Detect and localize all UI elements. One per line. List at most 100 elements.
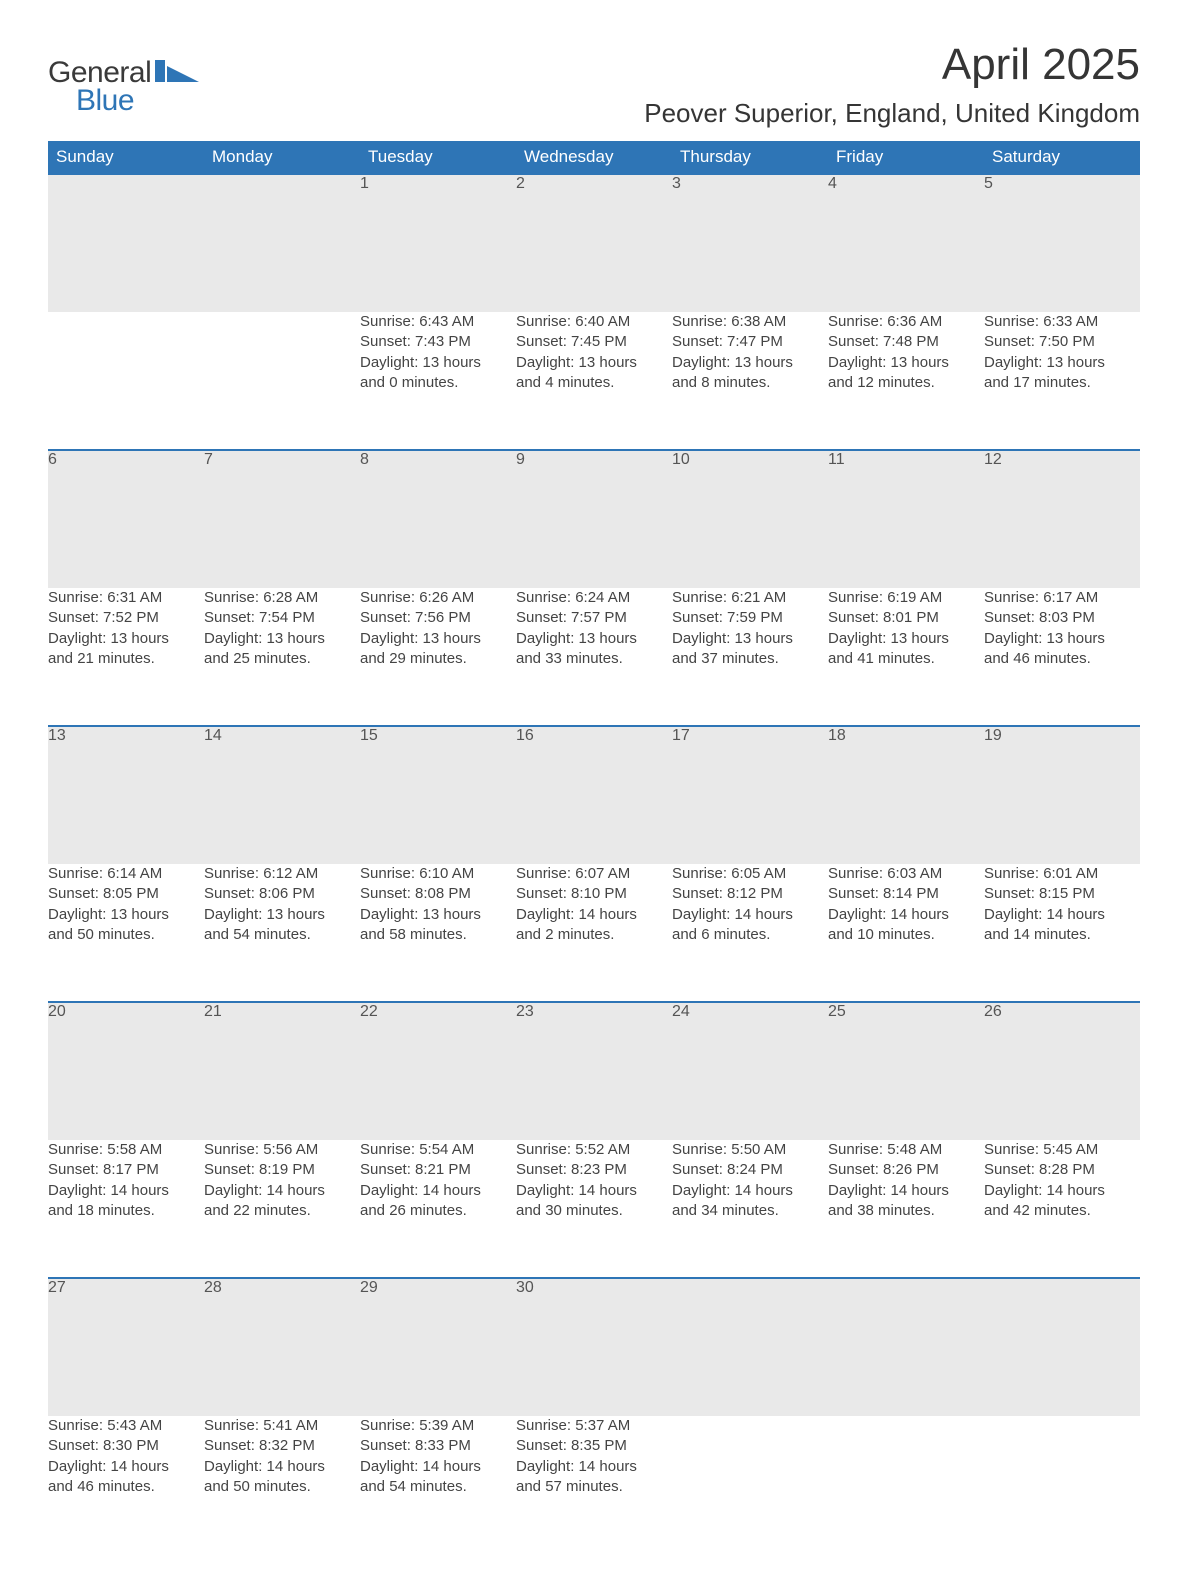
day-data-cell: Sunrise: 6:12 AMSunset: 8:06 PMDaylight:…	[204, 864, 360, 1002]
week-data-row: Sunrise: 6:14 AMSunset: 8:05 PMDaylight:…	[48, 864, 1140, 1002]
day-data-cell: Sunrise: 6:33 AMSunset: 7:50 PMDaylight:…	[984, 312, 1140, 450]
weekday-header: Wednesday	[516, 141, 672, 174]
day-number-cell: 16	[516, 726, 672, 864]
sunrise-text: Sunrise: 6:10 AM	[360, 864, 516, 884]
sunset-text: Sunset: 7:59 PM	[672, 608, 828, 628]
day-data-cell: Sunrise: 5:43 AMSunset: 8:30 PMDaylight:…	[48, 1416, 204, 1554]
sunset-text: Sunset: 8:01 PM	[828, 608, 984, 628]
day-data-cell: Sunrise: 6:38 AMSunset: 7:47 PMDaylight:…	[672, 312, 828, 450]
daylight-text-2: and 50 minutes.	[48, 925, 204, 945]
week-daynum-row: 12345	[48, 174, 1140, 312]
daylight-text-1: Daylight: 14 hours	[984, 1181, 1140, 1201]
week-daynum-row: 13141516171819	[48, 726, 1140, 864]
day-number-cell: 9	[516, 450, 672, 588]
day-data-cell: Sunrise: 5:58 AMSunset: 8:17 PMDaylight:…	[48, 1140, 204, 1278]
sunset-text: Sunset: 8:10 PM	[516, 884, 672, 904]
daylight-text-1: Daylight: 13 hours	[672, 629, 828, 649]
daylight-text-1: Daylight: 13 hours	[516, 353, 672, 373]
day-number-cell	[204, 174, 360, 312]
sunrise-text: Sunrise: 6:43 AM	[360, 312, 516, 332]
sunset-text: Sunset: 7:54 PM	[204, 608, 360, 628]
sunset-text: Sunset: 8:06 PM	[204, 884, 360, 904]
sunrise-text: Sunrise: 5:52 AM	[516, 1140, 672, 1160]
weekday-header: Friday	[828, 141, 984, 174]
day-data-cell: Sunrise: 6:26 AMSunset: 7:56 PMDaylight:…	[360, 588, 516, 726]
sunset-text: Sunset: 7:48 PM	[828, 332, 984, 352]
day-data-cell: Sunrise: 5:45 AMSunset: 8:28 PMDaylight:…	[984, 1140, 1140, 1278]
daylight-text-2: and 50 minutes.	[204, 1477, 360, 1497]
day-number-cell: 18	[828, 726, 984, 864]
daylight-text-2: and 18 minutes.	[48, 1201, 204, 1221]
sunrise-text: Sunrise: 5:50 AM	[672, 1140, 828, 1160]
sunrise-text: Sunrise: 6:17 AM	[984, 588, 1140, 608]
day-number-cell: 12	[984, 450, 1140, 588]
sunrise-text: Sunrise: 6:19 AM	[828, 588, 984, 608]
day-data-cell: Sunrise: 5:48 AMSunset: 8:26 PMDaylight:…	[828, 1140, 984, 1278]
weekday-header: Monday	[204, 141, 360, 174]
day-data-cell: Sunrise: 6:10 AMSunset: 8:08 PMDaylight:…	[360, 864, 516, 1002]
daylight-text-2: and 17 minutes.	[984, 373, 1140, 393]
sunset-text: Sunset: 8:28 PM	[984, 1160, 1140, 1180]
day-number-cell: 30	[516, 1278, 672, 1416]
sunrise-text: Sunrise: 6:24 AM	[516, 588, 672, 608]
daylight-text-1: Daylight: 13 hours	[672, 353, 828, 373]
daylight-text-2: and 10 minutes.	[828, 925, 984, 945]
daylight-text-2: and 4 minutes.	[516, 373, 672, 393]
sunrise-text: Sunrise: 5:37 AM	[516, 1416, 672, 1436]
week-data-row: Sunrise: 5:43 AMSunset: 8:30 PMDaylight:…	[48, 1416, 1140, 1554]
calendar-table: SundayMondayTuesdayWednesdayThursdayFrid…	[48, 141, 1140, 1554]
daylight-text-1: Daylight: 14 hours	[672, 1181, 828, 1201]
header: General Blue April 2025 Peover Superior,…	[48, 40, 1140, 129]
day-number-cell: 15	[360, 726, 516, 864]
sunrise-text: Sunrise: 5:58 AM	[48, 1140, 204, 1160]
daylight-text-2: and 6 minutes.	[672, 925, 828, 945]
daylight-text-1: Daylight: 13 hours	[48, 629, 204, 649]
sunrise-text: Sunrise: 5:45 AM	[984, 1140, 1140, 1160]
sunset-text: Sunset: 7:56 PM	[360, 608, 516, 628]
day-number-cell: 25	[828, 1002, 984, 1140]
daylight-text-2: and 14 minutes.	[984, 925, 1140, 945]
week-data-row: Sunrise: 6:43 AMSunset: 7:43 PMDaylight:…	[48, 312, 1140, 450]
daylight-text-2: and 33 minutes.	[516, 649, 672, 669]
sunrise-text: Sunrise: 6:38 AM	[672, 312, 828, 332]
day-data-cell: Sunrise: 5:41 AMSunset: 8:32 PMDaylight:…	[204, 1416, 360, 1554]
day-data-cell: Sunrise: 6:31 AMSunset: 7:52 PMDaylight:…	[48, 588, 204, 726]
day-number-cell: 29	[360, 1278, 516, 1416]
sunrise-text: Sunrise: 6:14 AM	[48, 864, 204, 884]
sunset-text: Sunset: 7:57 PM	[516, 608, 672, 628]
daylight-text-1: Daylight: 13 hours	[204, 905, 360, 925]
daylight-text-2: and 21 minutes.	[48, 649, 204, 669]
day-number-cell: 28	[204, 1278, 360, 1416]
sunrise-text: Sunrise: 6:21 AM	[672, 588, 828, 608]
daylight-text-2: and 58 minutes.	[360, 925, 516, 945]
day-data-cell: Sunrise: 6:17 AMSunset: 8:03 PMDaylight:…	[984, 588, 1140, 726]
day-number-cell: 21	[204, 1002, 360, 1140]
daylight-text-2: and 22 minutes.	[204, 1201, 360, 1221]
day-number-cell	[828, 1278, 984, 1416]
daylight-text-2: and 46 minutes.	[48, 1477, 204, 1497]
daylight-text-1: Daylight: 14 hours	[360, 1457, 516, 1477]
day-data-cell	[48, 312, 204, 450]
sunrise-text: Sunrise: 6:07 AM	[516, 864, 672, 884]
sunrise-text: Sunrise: 5:39 AM	[360, 1416, 516, 1436]
daylight-text-1: Daylight: 14 hours	[204, 1457, 360, 1477]
daylight-text-2: and 0 minutes.	[360, 373, 516, 393]
day-data-cell: Sunrise: 6:21 AMSunset: 7:59 PMDaylight:…	[672, 588, 828, 726]
day-number-cell: 2	[516, 174, 672, 312]
sunset-text: Sunset: 7:47 PM	[672, 332, 828, 352]
day-data-cell: Sunrise: 5:54 AMSunset: 8:21 PMDaylight:…	[360, 1140, 516, 1278]
sunset-text: Sunset: 8:24 PM	[672, 1160, 828, 1180]
week-daynum-row: 27282930	[48, 1278, 1140, 1416]
daylight-text-1: Daylight: 14 hours	[516, 1181, 672, 1201]
sunrise-text: Sunrise: 6:33 AM	[984, 312, 1140, 332]
day-data-cell: Sunrise: 6:40 AMSunset: 7:45 PMDaylight:…	[516, 312, 672, 450]
brand-logo: General Blue	[48, 40, 199, 118]
daylight-text-2: and 46 minutes.	[984, 649, 1140, 669]
sunset-text: Sunset: 8:35 PM	[516, 1436, 672, 1456]
week-data-row: Sunrise: 5:58 AMSunset: 8:17 PMDaylight:…	[48, 1140, 1140, 1278]
day-data-cell: Sunrise: 6:14 AMSunset: 8:05 PMDaylight:…	[48, 864, 204, 1002]
sunset-text: Sunset: 8:23 PM	[516, 1160, 672, 1180]
day-number-cell: 24	[672, 1002, 828, 1140]
day-data-cell: Sunrise: 6:05 AMSunset: 8:12 PMDaylight:…	[672, 864, 828, 1002]
daylight-text-1: Daylight: 13 hours	[360, 353, 516, 373]
